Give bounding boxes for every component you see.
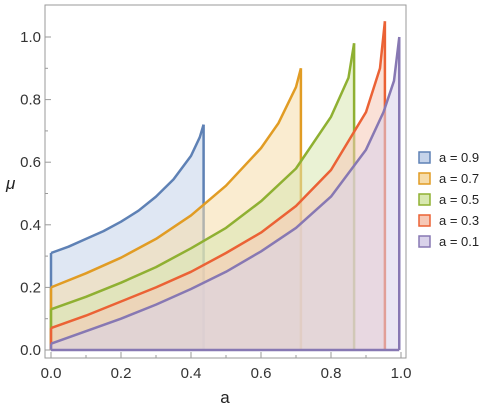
y-tick-label: 0.8	[20, 92, 41, 109]
legend-swatch	[418, 172, 431, 185]
x-tick-label: 0.4	[181, 365, 202, 382]
y-axis-label: μ	[5, 174, 16, 193]
upper-curve-series-4	[50, 21, 387, 330]
legend-swatch	[418, 193, 431, 206]
legend-swatch	[418, 235, 431, 248]
upper-curve-series-3	[50, 43, 356, 311]
upper-curve-series-1	[50, 124, 205, 255]
legend: a = 0.9 a = 0.7 a = 0.5 a = 0.3 a = 0.1	[418, 150, 479, 249]
y-tick-label: 1.0	[20, 29, 41, 46]
legend-label: a = 0.5	[439, 192, 479, 207]
legend-label: a = 0.7	[439, 171, 479, 186]
x-axis-label: a	[220, 388, 230, 407]
x-tick-label: 0.2	[111, 365, 132, 382]
area-layer	[49, 21, 401, 352]
x-tick-label: 0.6	[251, 365, 272, 382]
legend-swatch	[418, 214, 431, 227]
y-tick-label: 0.0	[20, 342, 41, 359]
legend-label: a = 0.1	[439, 234, 479, 249]
legend-label: a = 0.3	[439, 213, 479, 228]
y-tick-label: 0.4	[20, 217, 41, 234]
y-tick-label: 0.6	[20, 154, 41, 171]
x-tick-label: 0.8	[321, 365, 342, 382]
area-fill-series-5	[51, 37, 400, 350]
x-tick-label: 0.0	[41, 365, 62, 382]
legend-swatch	[418, 151, 431, 164]
legend-label: a = 0.9	[439, 150, 479, 165]
x-tick-label: 1.0	[391, 365, 412, 382]
upper-curve-series-5	[50, 36, 401, 345]
tick-layer: 0.0 0.2 0.4 0.6 0.8 1.0 0.0 0.2 0.4 0.6 0.8 1.0	[20, 29, 411, 382]
upper-curve-series-2	[50, 67, 303, 289]
y-tick-label: 0.2	[20, 279, 41, 296]
